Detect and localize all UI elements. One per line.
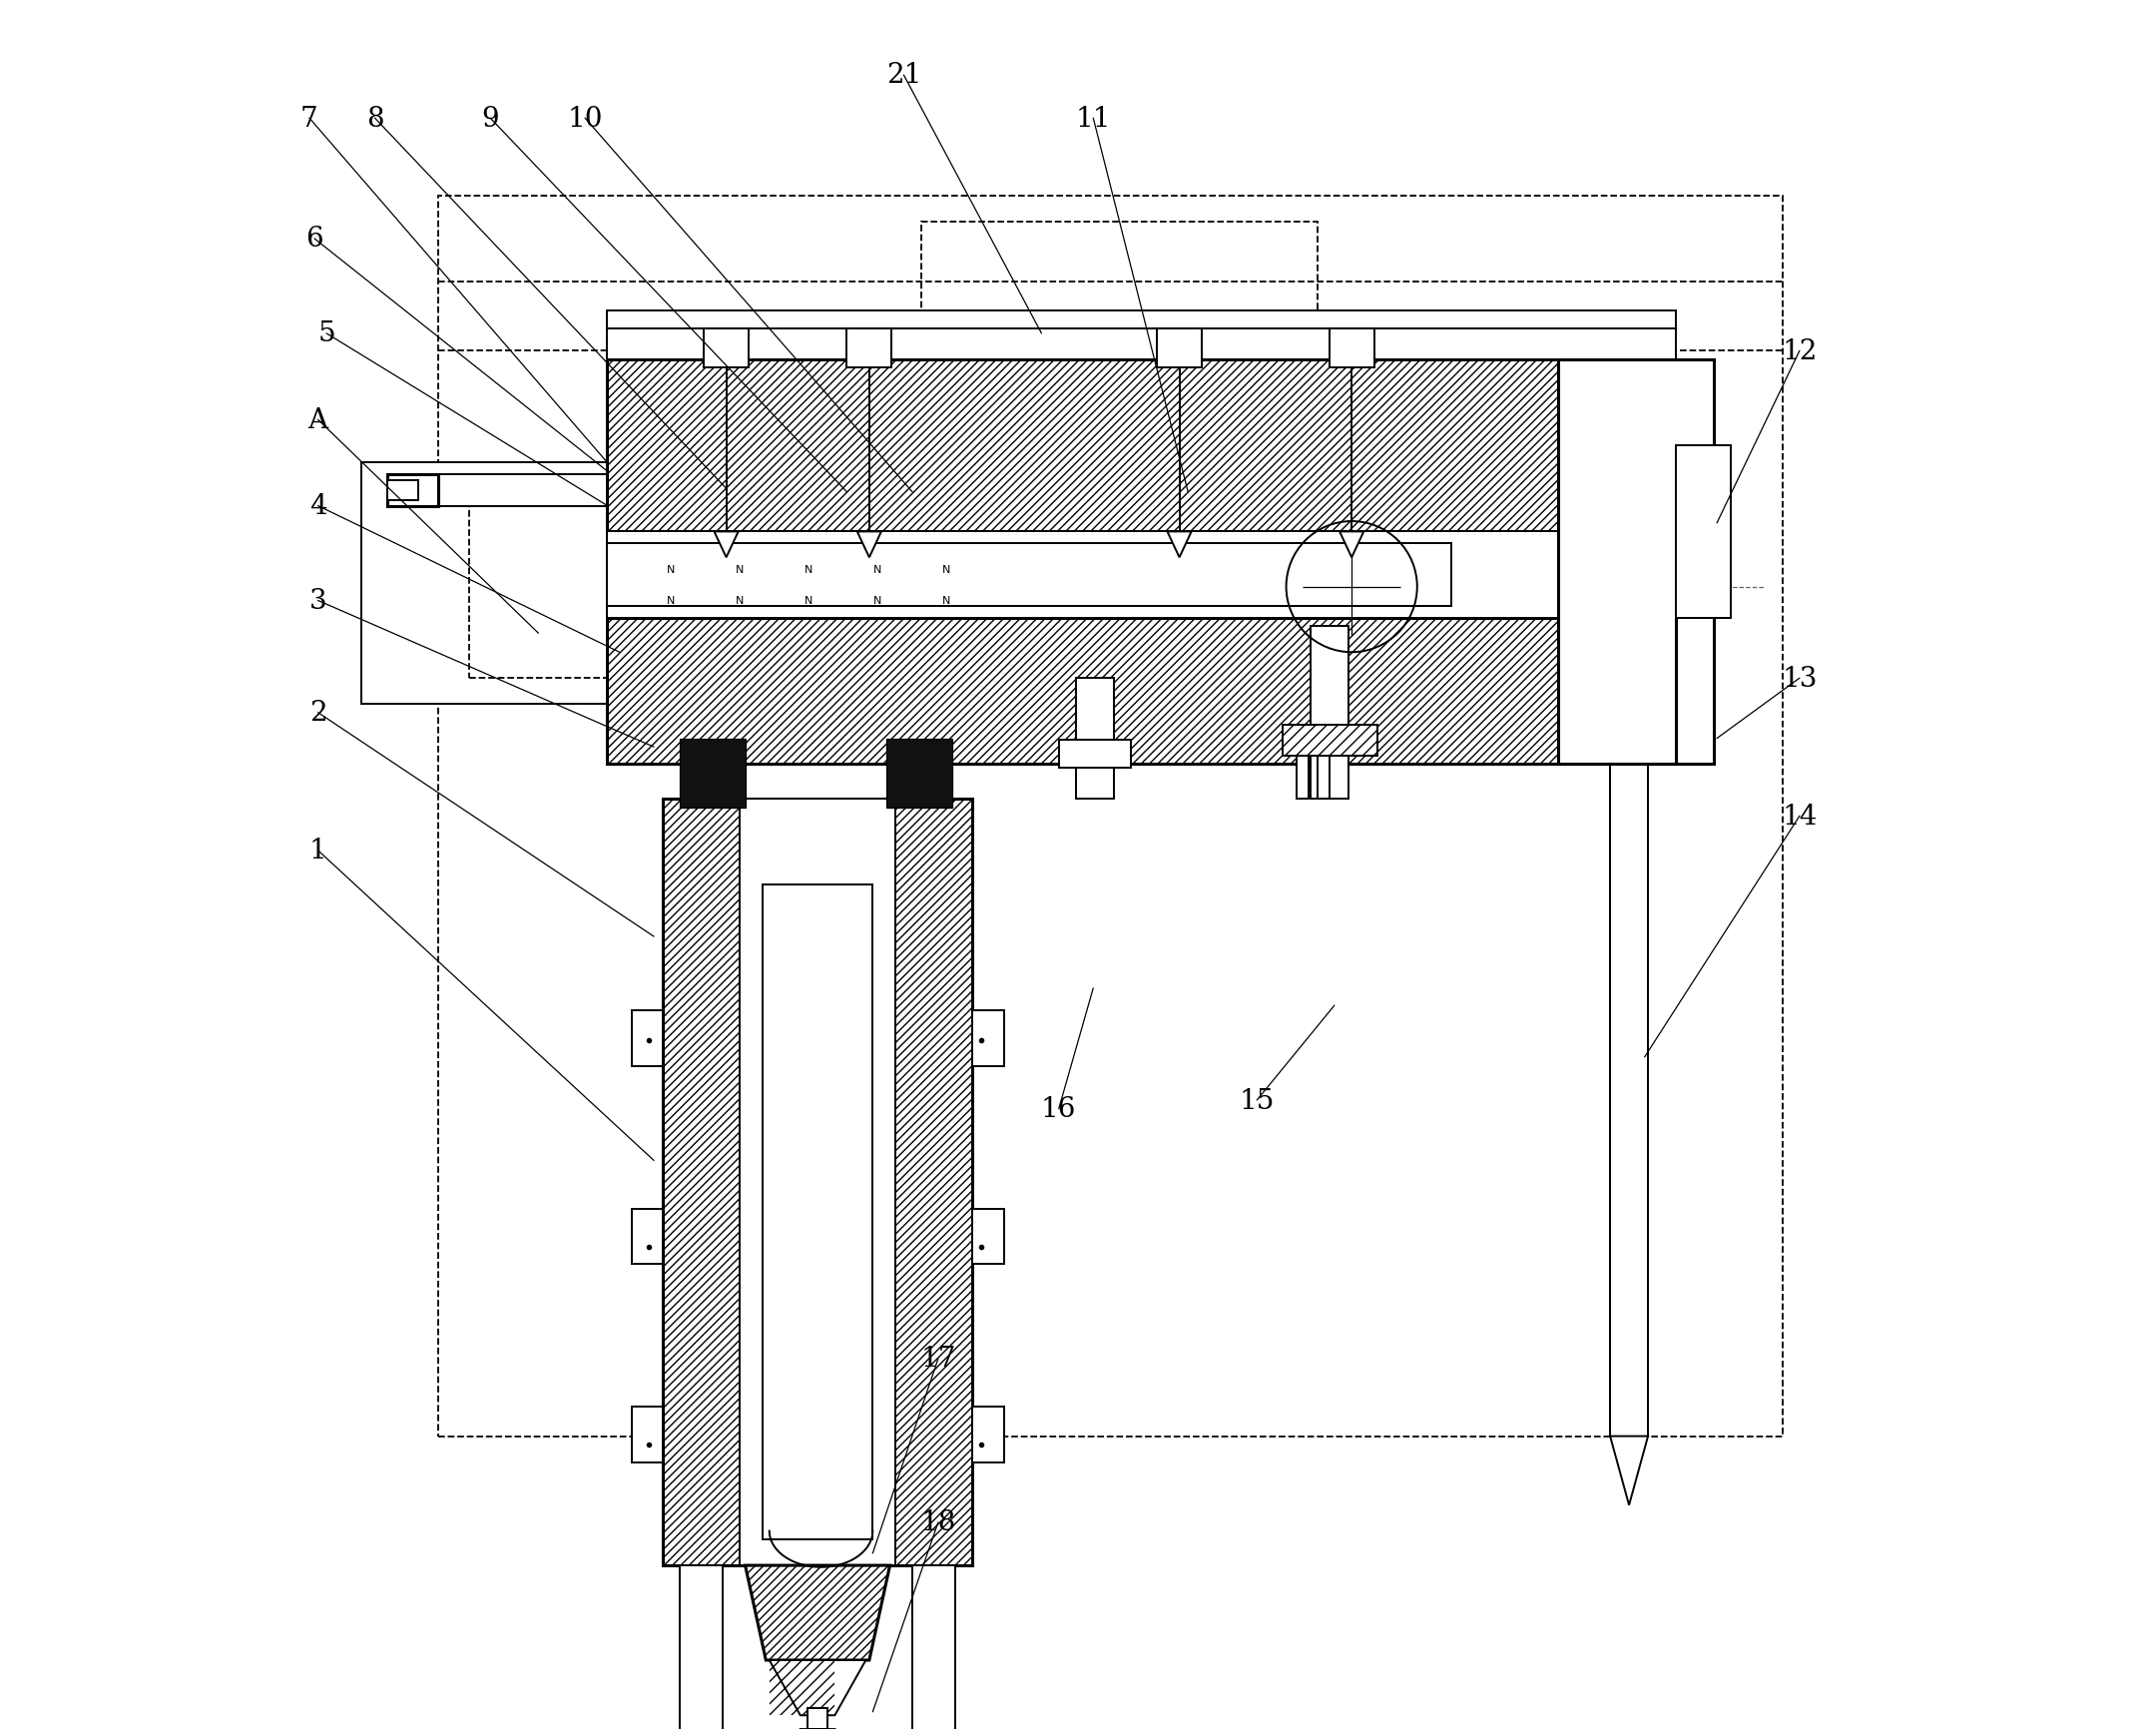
Text: 18: 18: [921, 1509, 955, 1536]
Bar: [439, 196, 1782, 1436]
Text: 9: 9: [482, 106, 499, 132]
Bar: [663, 799, 973, 1566]
Polygon shape: [1610, 1436, 1648, 1505]
Polygon shape: [714, 533, 738, 557]
Bar: [1676, 446, 1730, 618]
Bar: [607, 359, 1676, 533]
Bar: [469, 490, 607, 679]
Text: 8: 8: [366, 106, 383, 132]
Bar: [1283, 726, 1377, 757]
Text: N: N: [667, 566, 676, 575]
Bar: [1296, 757, 1308, 799]
Text: 6: 6: [306, 226, 323, 253]
Bar: [680, 740, 745, 807]
Bar: [973, 1408, 1003, 1462]
Bar: [631, 1010, 663, 1066]
Text: 4: 4: [310, 493, 327, 519]
Text: N: N: [874, 595, 882, 606]
Bar: [973, 1010, 1003, 1066]
Polygon shape: [768, 1660, 865, 1715]
Bar: [631, 1408, 663, 1462]
Bar: [1558, 359, 1713, 764]
Text: 15: 15: [1240, 1087, 1274, 1115]
Bar: [704, 328, 749, 368]
Text: N: N: [805, 595, 813, 606]
Text: 10: 10: [568, 106, 603, 132]
Polygon shape: [856, 533, 882, 557]
Text: 14: 14: [1782, 802, 1816, 830]
Bar: [1330, 328, 1375, 368]
Text: 5: 5: [318, 321, 336, 347]
Text: 21: 21: [887, 62, 921, 89]
Text: 2: 2: [310, 700, 327, 726]
Text: A: A: [308, 406, 327, 434]
Bar: [1059, 741, 1132, 767]
Text: 7: 7: [301, 106, 318, 132]
Bar: [607, 312, 1676, 328]
Bar: [1283, 726, 1377, 757]
Bar: [362, 464, 607, 705]
Text: 11: 11: [1076, 106, 1110, 132]
Polygon shape: [1339, 533, 1364, 557]
Bar: [1158, 328, 1201, 368]
Bar: [607, 328, 1676, 359]
Text: 16: 16: [1042, 1095, 1076, 1123]
Text: N: N: [667, 595, 676, 606]
Bar: [807, 1708, 829, 1729]
Bar: [387, 476, 607, 507]
Bar: [1317, 757, 1330, 799]
Bar: [1311, 627, 1347, 799]
Text: N: N: [736, 595, 745, 606]
Text: N: N: [736, 566, 745, 575]
Bar: [387, 476, 439, 507]
Text: 1: 1: [310, 837, 327, 865]
Bar: [387, 481, 417, 502]
Text: 3: 3: [310, 587, 327, 615]
Polygon shape: [745, 1566, 891, 1660]
Text: N: N: [943, 595, 951, 606]
Text: N: N: [874, 566, 882, 575]
Text: N: N: [943, 566, 951, 575]
Bar: [607, 545, 1453, 606]
Bar: [680, 1566, 723, 1736]
Text: 13: 13: [1782, 665, 1816, 693]
Bar: [663, 799, 973, 1566]
Bar: [607, 618, 1676, 764]
Bar: [912, 1566, 955, 1736]
Bar: [1610, 764, 1648, 1436]
Bar: [768, 1660, 835, 1715]
Bar: [887, 740, 951, 807]
Bar: [762, 885, 874, 1540]
Bar: [1076, 679, 1115, 799]
Bar: [607, 533, 1676, 618]
Bar: [607, 618, 1676, 764]
Text: 12: 12: [1782, 339, 1816, 365]
Polygon shape: [801, 1729, 835, 1736]
Bar: [631, 1208, 663, 1264]
Bar: [848, 328, 891, 368]
Bar: [921, 222, 1317, 333]
Bar: [740, 799, 895, 1566]
Polygon shape: [1166, 533, 1192, 557]
Bar: [607, 359, 1676, 533]
Text: N: N: [805, 566, 813, 575]
Text: 17: 17: [921, 1345, 955, 1371]
Bar: [973, 1208, 1003, 1264]
